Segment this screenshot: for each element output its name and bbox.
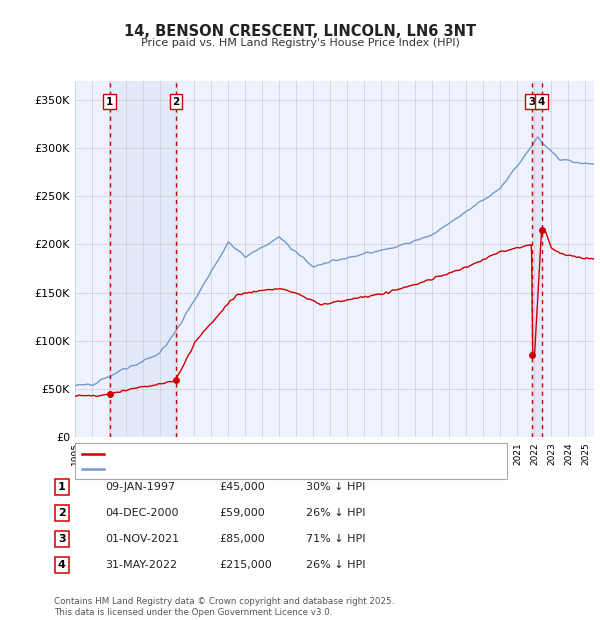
Text: 3: 3 (58, 534, 65, 544)
Bar (532, 81, 542, 437)
Text: 04-DEC-2000: 04-DEC-2000 (105, 508, 179, 518)
Text: 14, BENSON CRESCENT, LINCOLN, LN6 3NT: 14, BENSON CRESCENT, LINCOLN, LN6 3NT (124, 24, 476, 38)
Text: 26% ↓ HPI: 26% ↓ HPI (306, 560, 365, 570)
Text: 2: 2 (58, 508, 65, 518)
Text: 4: 4 (58, 560, 66, 570)
Text: £45,000: £45,000 (219, 482, 265, 492)
Text: HPI: Average price, detached house, Lincoln: HPI: Average price, detached house, Linc… (108, 464, 328, 474)
Text: 09-JAN-1997: 09-JAN-1997 (105, 482, 175, 492)
Text: £59,000: £59,000 (219, 508, 265, 518)
Text: 14, BENSON CRESCENT, LINCOLN, LN6 3NT (detached house): 14, BENSON CRESCENT, LINCOLN, LN6 3NT (d… (108, 449, 414, 459)
Text: 2: 2 (172, 97, 179, 107)
Text: 1: 1 (106, 97, 113, 107)
Text: 4: 4 (538, 97, 545, 107)
Text: 3: 3 (528, 97, 535, 107)
Text: 26% ↓ HPI: 26% ↓ HPI (306, 508, 365, 518)
Text: 1: 1 (58, 482, 65, 492)
Text: 31-MAY-2022: 31-MAY-2022 (105, 560, 177, 570)
Bar (110, 81, 176, 437)
Text: 01-NOV-2021: 01-NOV-2021 (105, 534, 179, 544)
Text: £85,000: £85,000 (219, 534, 265, 544)
Text: Price paid vs. HM Land Registry's House Price Index (HPI): Price paid vs. HM Land Registry's House … (140, 38, 460, 48)
Text: £215,000: £215,000 (219, 560, 272, 570)
Text: Contains HM Land Registry data © Crown copyright and database right 2025.
This d: Contains HM Land Registry data © Crown c… (54, 598, 394, 617)
Text: 30% ↓ HPI: 30% ↓ HPI (306, 482, 365, 492)
Text: 71% ↓ HPI: 71% ↓ HPI (306, 534, 365, 544)
